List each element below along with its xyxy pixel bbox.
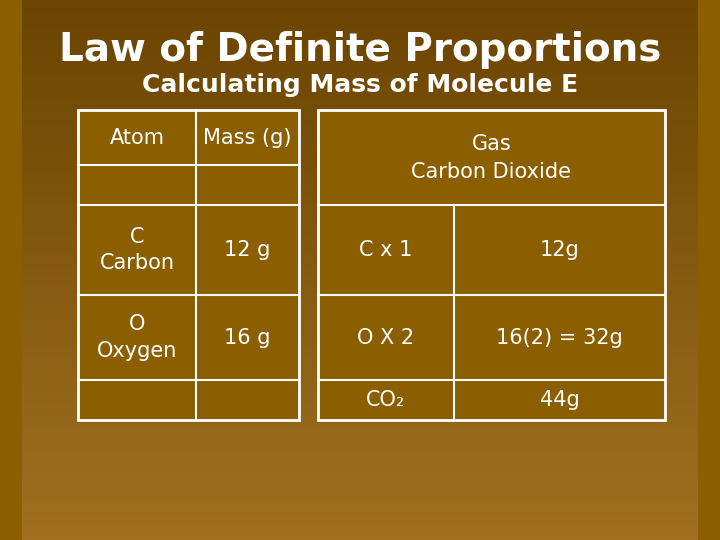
Text: O X 2: O X 2 — [357, 327, 415, 348]
FancyBboxPatch shape — [78, 110, 299, 420]
Text: O
Oxygen: O Oxygen — [97, 314, 177, 361]
Text: 12 g: 12 g — [224, 240, 271, 260]
Text: Mass (g): Mass (g) — [203, 127, 292, 147]
Text: 12g: 12g — [539, 240, 580, 260]
FancyBboxPatch shape — [318, 110, 665, 420]
Text: C
Carbon: C Carbon — [99, 227, 175, 273]
Text: C x 1: C x 1 — [359, 240, 413, 260]
Text: Atom: Atom — [109, 127, 165, 147]
Text: 44g: 44g — [539, 390, 580, 410]
Text: Calculating Mass of Molecule E: Calculating Mass of Molecule E — [142, 73, 578, 97]
Text: 16 g: 16 g — [224, 327, 271, 348]
Text: CO₂: CO₂ — [366, 390, 405, 410]
Text: Gas
Carbon Dioxide: Gas Carbon Dioxide — [411, 133, 572, 181]
Text: Law of Definite Proportions: Law of Definite Proportions — [59, 31, 661, 69]
Text: 16(2) = 32g: 16(2) = 32g — [496, 327, 623, 348]
